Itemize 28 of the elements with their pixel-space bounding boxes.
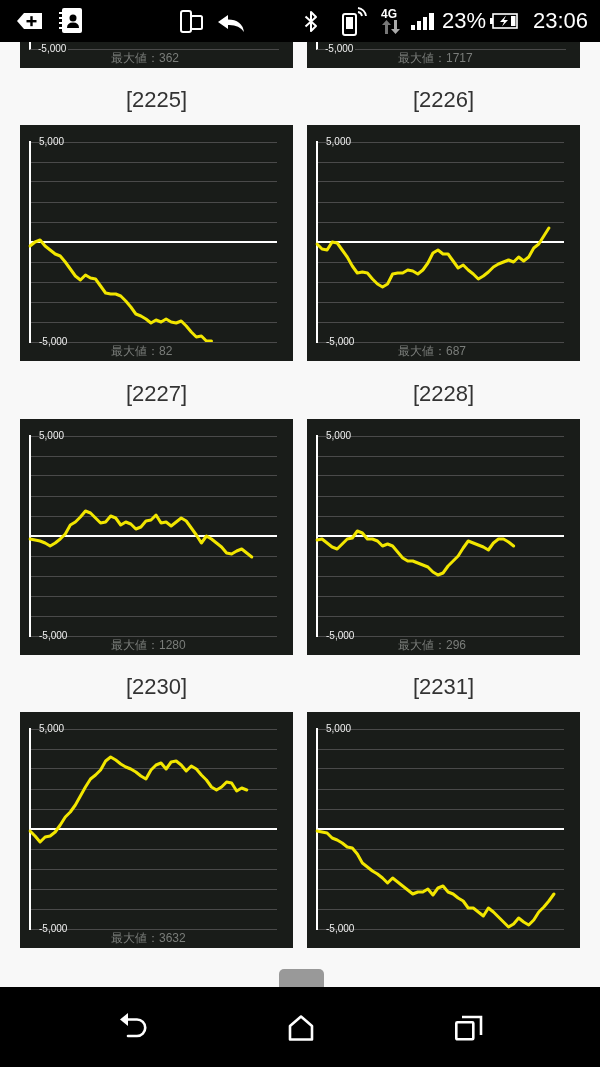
y-tick-label: 5,000 bbox=[326, 429, 352, 441]
text: 4G bbox=[381, 7, 398, 21]
text: 23:06 bbox=[533, 8, 589, 33]
text: 最大値：1717 bbox=[398, 51, 473, 65]
text: 23% bbox=[442, 8, 487, 33]
text: 最大値：1280 bbox=[111, 638, 186, 652]
y-tick-label: -5,000 bbox=[326, 335, 355, 347]
y-tick-label: 5,000 bbox=[39, 429, 65, 441]
y-tick-label: -5,000 bbox=[39, 335, 68, 347]
y-tick-label: -5,000 bbox=[39, 922, 68, 934]
text: 最大値：3632 bbox=[111, 931, 186, 945]
text: 最大値：296 bbox=[398, 638, 467, 652]
chart-title: [2227] bbox=[124, 380, 189, 408]
text: 最大値：362 bbox=[111, 51, 180, 65]
chart-title: [2231] bbox=[411, 673, 476, 701]
y-tick-label: 5,000 bbox=[39, 722, 65, 734]
y-tick-label: -5,000 bbox=[326, 922, 355, 934]
chart-title: [2226] bbox=[411, 86, 476, 114]
y-tick-label: 5,000 bbox=[326, 722, 352, 734]
y-tick-label: -5,000 bbox=[39, 629, 68, 641]
y-tick-label: 5,000 bbox=[39, 135, 65, 147]
text: 最大値：687 bbox=[398, 344, 467, 358]
y-tick-label: 5,000 bbox=[326, 135, 352, 147]
chart-title: [2225] bbox=[124, 86, 189, 114]
chart-title: [2230] bbox=[124, 673, 189, 701]
y-tick-label: -5,000 bbox=[326, 629, 355, 641]
text: 最大値：82 bbox=[111, 344, 173, 358]
chart-title: [2228] bbox=[411, 380, 476, 408]
